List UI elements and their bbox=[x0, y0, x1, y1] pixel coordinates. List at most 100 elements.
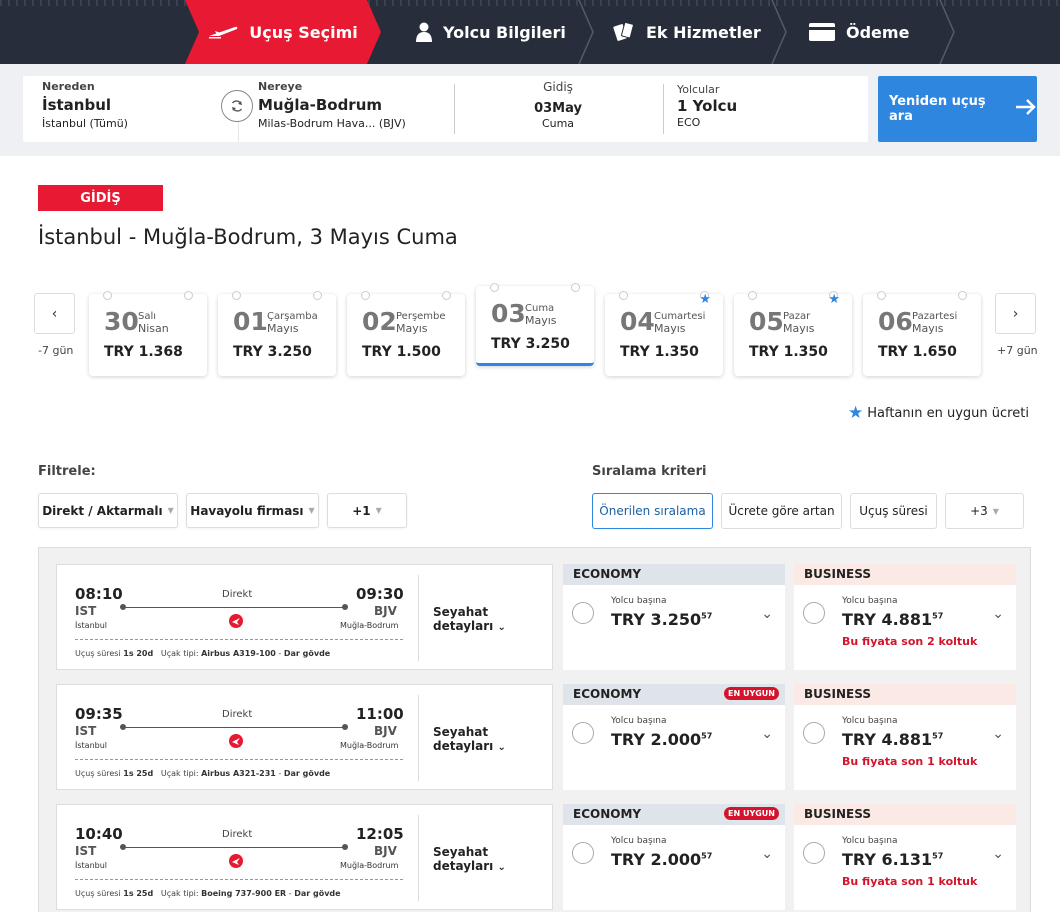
date-month: Mayıs bbox=[525, 314, 557, 327]
ticket-hole bbox=[700, 291, 709, 300]
fare-radio[interactable] bbox=[803, 722, 825, 744]
chevron-down-icon[interactable]: ⌄ bbox=[761, 726, 773, 742]
date-card[interactable]: 01 Çarşamba Mayıs TRY 3.250 bbox=[218, 291, 336, 376]
caret-down-icon: ▼ bbox=[167, 506, 174, 515]
seat-warning: Bu fiyata son 2 koltuk bbox=[842, 635, 978, 648]
chevron-down-icon[interactable]: ⌄ bbox=[992, 726, 1004, 742]
destination-label: Nereye bbox=[258, 80, 303, 93]
date-card[interactable]: 06 Pazartesi Mayıs TRY 1.650 bbox=[863, 291, 981, 376]
sort-recommended[interactable]: Önerilen sıralama bbox=[592, 493, 713, 529]
date-card[interactable]: ★ 05 Pazar Mayıs TRY 1.350 bbox=[734, 291, 852, 376]
arrival-city: Muğla-Bodrum bbox=[340, 741, 399, 750]
fare-radio[interactable] bbox=[572, 842, 594, 864]
chevron-down-icon[interactable]: ⌄ bbox=[992, 606, 1004, 622]
fare-price-main: TRY 2.000 bbox=[611, 850, 702, 869]
travel-details-button[interactable]: Seyahat detayları ⌄ bbox=[433, 725, 552, 753]
body-type: Dar gövde bbox=[283, 649, 331, 658]
travel-details-button[interactable]: Seyahat detayları ⌄ bbox=[433, 845, 552, 873]
date-weekday: Perşembe bbox=[396, 311, 446, 322]
ticket-hole bbox=[232, 291, 241, 300]
fare-price-main: TRY 4.881 bbox=[842, 610, 933, 629]
ticket-hole bbox=[619, 291, 628, 300]
economy-fare[interactable]: ECONOMY EN UYGUN Yolcu başına TRY 2.00057 ⌄ bbox=[563, 804, 785, 910]
chevron-down-icon[interactable]: ⌄ bbox=[761, 846, 773, 862]
filter-title: Filtrele: bbox=[38, 464, 96, 479]
date-card[interactable]: 30 Salı Nisan TRY 1.368 bbox=[89, 291, 207, 376]
filter-label: Direkt / Aktarmalı bbox=[42, 503, 163, 518]
person-icon bbox=[415, 22, 433, 42]
flight-card: 10:40 IST İstanbul 12:05 BJV Muğla-Bodrum Dire… bbox=[56, 804, 553, 910]
date-day: 01 bbox=[233, 307, 268, 336]
step-separator bbox=[578, 0, 594, 64]
ticket-hole bbox=[103, 291, 112, 300]
flight-meta: Uçuş süresi 1s 25d Uçak tipi: Airbus A32… bbox=[75, 769, 331, 778]
step-label: Yolcu Bilgileri bbox=[443, 22, 566, 42]
sort-duration[interactable]: Uçuş süresi bbox=[850, 493, 937, 529]
best-price-legend-text: Haftanın en uygun ücreti bbox=[867, 405, 1029, 421]
business-fare[interactable]: BUSINESS Yolcu başına TRY 6.13157 Bu fiyata… bbox=[794, 804, 1016, 910]
per-passenger-label: Yolcu başına bbox=[842, 596, 898, 606]
search-summary: Nereden İstanbul İstanbul (Tümü) Nereye … bbox=[0, 64, 1060, 156]
fare-radio[interactable] bbox=[803, 842, 825, 864]
step-passenger-info[interactable]: Yolcu Bilgileri bbox=[415, 0, 566, 64]
duration-value: 1s 20d bbox=[123, 649, 154, 658]
fare-radio[interactable] bbox=[572, 722, 594, 744]
fare-price: TRY 6.13157 bbox=[842, 850, 943, 869]
airline-logo-icon bbox=[229, 613, 243, 632]
star-icon: ★ bbox=[828, 292, 840, 307]
search-again-button[interactable]: Yeniden uçuş ara bbox=[878, 76, 1037, 142]
chevron-down-icon[interactable]: ⌄ bbox=[761, 606, 773, 622]
step-label: Ödeme bbox=[846, 22, 910, 42]
fare-radio[interactable] bbox=[572, 602, 594, 624]
seat-warning: Bu fiyata son 1 koltuk bbox=[842, 755, 978, 768]
next-week-button[interactable]: › bbox=[995, 293, 1036, 334]
card-icon bbox=[808, 22, 836, 42]
best-price-legend: ★ Haftanın en uygun ücreti bbox=[848, 403, 1029, 423]
travel-details-label: Seyahat detayları bbox=[433, 605, 494, 633]
passenger-field[interactable]: Yolcular 1 Yolcu ECO bbox=[677, 83, 737, 129]
date-card[interactable]: 03 Cuma Mayıs TRY 3.250 bbox=[476, 283, 594, 366]
divider bbox=[454, 84, 455, 134]
prev-week-button[interactable]: ‹ bbox=[34, 293, 75, 334]
fare-radio[interactable] bbox=[803, 602, 825, 624]
star-icon: ★ bbox=[699, 292, 711, 307]
chevron-left-icon: ‹ bbox=[51, 305, 58, 322]
sort-more[interactable]: +3 ▼ bbox=[945, 493, 1024, 529]
destination-field[interactable]: Nereye Muğla-Bodrum Milas-Bodrum Hava...… bbox=[258, 80, 406, 130]
step-flight-selection[interactable]: Uçuş Seçimi bbox=[185, 0, 380, 64]
economy-fare[interactable]: ECONOMY Yolcu başına TRY 3.25057 ⌄ bbox=[563, 564, 785, 670]
flight-meta: Uçuş süresi 1s 20d Uçak tipi: Airbus A31… bbox=[75, 649, 331, 658]
best-price-badge: EN UYGUN bbox=[724, 687, 779, 700]
filter-more[interactable]: +1 ▼ bbox=[327, 493, 407, 528]
travel-details-button[interactable]: Seyahat detayları ⌄ bbox=[433, 605, 552, 633]
step-label: Uçuş Seçimi bbox=[249, 22, 358, 42]
business-fare[interactable]: BUSINESS Yolcu başına TRY 4.88157 Bu fiyata… bbox=[794, 684, 1016, 790]
swap-icon[interactable] bbox=[221, 90, 253, 122]
fare-price: TRY 3.25057 bbox=[611, 610, 712, 629]
date-card[interactable]: 02 Perşembe Mayıs TRY 1.500 bbox=[347, 291, 465, 376]
origin-label: Nereden bbox=[42, 80, 95, 93]
step-label: Ek Hizmetler bbox=[646, 22, 761, 42]
ticket-hole bbox=[571, 283, 580, 292]
filter-direct-transfer[interactable]: Direkt / Aktarmalı ▼ bbox=[38, 493, 178, 528]
date-month: Nisan bbox=[138, 322, 169, 335]
date-card[interactable]: ★ 04 Cumartesi Mayıs TRY 1.350 bbox=[605, 291, 723, 376]
economy-fare[interactable]: ECONOMY EN UYGUN Yolcu başına TRY 2.00057 ⌄ bbox=[563, 684, 785, 790]
filter-airline[interactable]: Havayolu firması ▼ bbox=[186, 493, 319, 528]
route-line bbox=[123, 847, 345, 848]
chevron-down-icon[interactable]: ⌄ bbox=[992, 846, 1004, 862]
date-field[interactable]: Gidiş 03May Cuma bbox=[523, 80, 593, 130]
date-price: TRY 3.250 bbox=[233, 344, 312, 360]
divider bbox=[75, 639, 403, 640]
best-price-badge: EN UYGUN bbox=[724, 807, 779, 820]
arrival-code: BJV bbox=[374, 844, 397, 858]
aircraft-label: Uçak tipi: bbox=[160, 769, 199, 778]
origin-field[interactable]: Nereden İstanbul İstanbul (Tümü) bbox=[42, 80, 128, 130]
step-payment[interactable]: Ödeme bbox=[808, 0, 909, 64]
destination-city: Muğla-Bodrum bbox=[258, 96, 383, 114]
business-fare[interactable]: BUSINESS Yolcu başına TRY 4.88157 Bu fiyata… bbox=[794, 564, 1016, 670]
passenger-label: Yolcular bbox=[677, 83, 720, 96]
step-extra-services[interactable]: Ek Hizmetler bbox=[612, 0, 761, 64]
sort-price-ascending[interactable]: Ücrete göre artan bbox=[721, 493, 842, 529]
date-price: TRY 1.350 bbox=[620, 344, 699, 360]
